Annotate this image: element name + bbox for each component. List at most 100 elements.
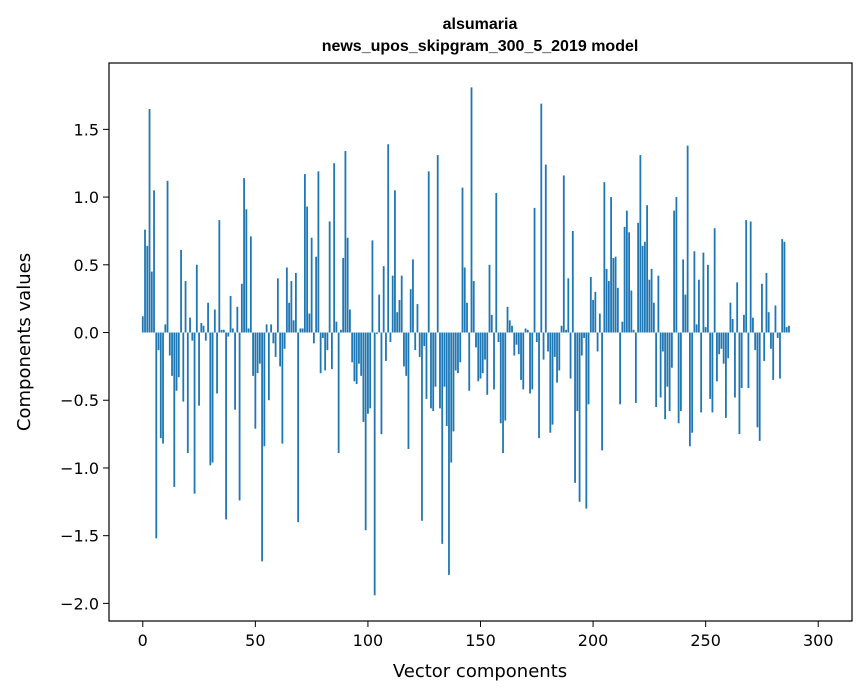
- bar-133: [441, 332, 444, 544]
- y-axis: 1.5 1.0 0.5 0.0 −0.5 −1.0 −1.5 −2.0: [60, 120, 109, 613]
- y-tick-label-5: −1.0: [60, 459, 99, 478]
- bar-94: [353, 332, 356, 382]
- bar-63: [283, 332, 286, 349]
- x-axis: 0 50 100 150 200 250 300: [138, 621, 834, 650]
- bar-151: [481, 332, 484, 374]
- bar-256: [718, 332, 721, 355]
- bar-136: [448, 332, 450, 575]
- bar-234: [668, 332, 671, 412]
- bar-91: [346, 237, 349, 333]
- bar-93: [351, 332, 354, 363]
- bar-232: [664, 332, 667, 420]
- x-tick-label-100: 100: [353, 631, 384, 650]
- bar-191: [571, 230, 574, 333]
- bar-287: [788, 325, 790, 333]
- bar-39: [229, 295, 232, 333]
- bar-200: [592, 300, 594, 333]
- bar-77: [315, 256, 318, 333]
- bar-271: [752, 317, 754, 333]
- bar-223: [643, 241, 646, 333]
- bar-76: [312, 332, 315, 344]
- bar-182: [551, 332, 554, 425]
- bar-272: [754, 332, 757, 351]
- bar-197: [585, 332, 588, 509]
- bar-263: [734, 332, 736, 398]
- bar-44: [240, 283, 243, 333]
- bar-99: [364, 332, 367, 531]
- bar-124: [421, 332, 423, 521]
- bar-143: [463, 267, 466, 333]
- bar-265: [738, 332, 741, 435]
- bar-84: [331, 332, 333, 370]
- y-tick-label-1: 1.0: [74, 188, 99, 207]
- bar-253: [711, 332, 714, 413]
- y-tick-label-4: −0.5: [60, 391, 99, 410]
- bar-26: [200, 323, 203, 333]
- bar-264: [736, 282, 739, 333]
- bar-205: [603, 182, 606, 333]
- bar-113: [396, 312, 399, 333]
- bar-42: [236, 306, 239, 333]
- bar-127: [427, 171, 430, 333]
- bar-250: [704, 327, 707, 333]
- bar-219: [634, 332, 637, 403]
- bar-152: [484, 332, 486, 360]
- bar-65: [288, 302, 291, 333]
- bar-240: [682, 259, 685, 333]
- bar-12: [168, 332, 171, 356]
- bar-217: [630, 290, 633, 333]
- bar-148: [475, 332, 477, 348]
- bar-17: [180, 249, 182, 333]
- bar-203: [598, 313, 601, 333]
- bar-276: [763, 332, 766, 361]
- bar-28: [204, 332, 207, 341]
- bar-282: [776, 332, 779, 338]
- bar-270: [749, 221, 752, 333]
- bar-248: [700, 332, 703, 413]
- bar-81: [324, 332, 327, 371]
- bar-221: [639, 155, 642, 333]
- bar-194: [578, 332, 581, 502]
- bar-75: [310, 237, 313, 333]
- y-tick-label-7: −2.0: [60, 594, 99, 613]
- chart-title-line2: news_upos_skipgram_300_5_2019 model: [322, 38, 639, 55]
- bar-115: [400, 275, 403, 333]
- bar-88: [340, 329, 342, 333]
- bar-260: [727, 332, 730, 359]
- bar-46: [245, 209, 248, 333]
- bar-238: [677, 332, 680, 424]
- bar-109: [387, 144, 390, 333]
- chart-title-line1: alsumaria: [443, 16, 518, 33]
- bar-277: [765, 272, 768, 333]
- bar-246: [695, 324, 698, 333]
- bar-231: [661, 332, 664, 352]
- bar-74: [308, 313, 311, 333]
- bar-100: [367, 332, 369, 414]
- bar-57: [270, 324, 273, 333]
- bar-31: [211, 332, 214, 463]
- bar-257: [720, 332, 723, 349]
- x-tick-label-150: 150: [465, 631, 496, 650]
- bar-103: [373, 332, 376, 596]
- bar-169: [522, 332, 525, 390]
- bar-29: [207, 302, 209, 333]
- bar-211: [616, 287, 619, 333]
- bar-118: [407, 332, 410, 449]
- bar-41: [234, 332, 236, 410]
- bar-series: [141, 87, 790, 596]
- bar-280: [772, 332, 775, 380]
- bar-165: [513, 332, 516, 356]
- bar-258: [722, 332, 725, 364]
- bar-27: [202, 325, 205, 333]
- bar-174: [533, 207, 536, 333]
- bar-15: [175, 332, 178, 391]
- bar-210: [614, 256, 617, 333]
- bar-67: [292, 320, 295, 333]
- bar-228: [655, 332, 658, 408]
- bar-25: [198, 332, 200, 406]
- bar-72: [303, 174, 306, 333]
- bar-11: [166, 180, 169, 333]
- bar-154: [488, 264, 491, 333]
- bar-224: [646, 205, 649, 333]
- bar-101: [369, 332, 372, 409]
